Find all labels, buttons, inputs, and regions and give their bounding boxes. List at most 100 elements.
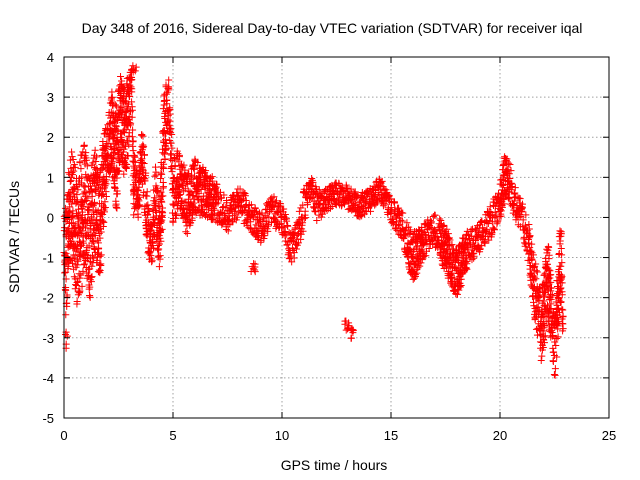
data-point bbox=[412, 244, 420, 252]
data-point bbox=[292, 245, 300, 253]
data-point bbox=[128, 98, 136, 106]
data-point bbox=[497, 207, 505, 215]
data-point bbox=[251, 266, 259, 274]
data-point bbox=[299, 201, 307, 209]
data-point bbox=[391, 199, 399, 207]
data-point bbox=[97, 260, 105, 268]
data-point bbox=[410, 274, 418, 282]
data-point bbox=[81, 224, 89, 232]
data-point bbox=[75, 270, 83, 278]
data-point bbox=[123, 160, 131, 168]
data-point bbox=[367, 202, 375, 210]
data-point bbox=[68, 148, 76, 156]
data-point bbox=[110, 153, 118, 161]
data-point bbox=[547, 295, 555, 303]
data-point bbox=[90, 211, 98, 219]
data-point bbox=[85, 285, 93, 293]
data-point bbox=[507, 167, 515, 175]
data-point bbox=[80, 182, 88, 190]
data-point bbox=[545, 280, 553, 288]
data-point bbox=[463, 265, 471, 273]
data-point bbox=[122, 142, 130, 150]
data-point bbox=[383, 197, 391, 205]
data-point bbox=[351, 188, 359, 196]
data-point bbox=[129, 147, 137, 155]
data-point bbox=[318, 210, 326, 218]
data-point bbox=[309, 178, 317, 186]
data-point bbox=[422, 252, 430, 260]
data-point bbox=[443, 225, 451, 233]
data-point bbox=[470, 252, 478, 260]
data-point bbox=[547, 278, 555, 286]
data-point bbox=[511, 184, 519, 192]
data-point bbox=[270, 202, 278, 210]
data-point bbox=[476, 245, 484, 253]
data-point bbox=[537, 356, 545, 364]
data-point bbox=[272, 199, 280, 207]
data-point bbox=[559, 306, 567, 314]
data-point bbox=[347, 185, 355, 193]
data-point bbox=[423, 239, 431, 247]
data-point bbox=[456, 283, 464, 291]
data-point bbox=[414, 264, 422, 272]
data-point bbox=[229, 218, 237, 226]
data-point bbox=[526, 244, 534, 252]
data-point bbox=[312, 208, 320, 216]
data-point bbox=[134, 187, 142, 195]
data-point bbox=[534, 304, 542, 312]
x-axis-label: GPS time / hours bbox=[281, 457, 388, 473]
data-point bbox=[144, 201, 152, 209]
data-point bbox=[545, 251, 553, 259]
data-point bbox=[548, 291, 556, 299]
data-point bbox=[348, 327, 356, 335]
data-point bbox=[261, 232, 269, 240]
data-point bbox=[497, 176, 505, 184]
data-point bbox=[420, 240, 428, 248]
data-point bbox=[167, 125, 175, 133]
data-point bbox=[455, 282, 463, 290]
data-point bbox=[251, 205, 259, 213]
data-point bbox=[140, 159, 148, 167]
data-point bbox=[190, 199, 198, 207]
data-point bbox=[558, 291, 566, 299]
data-point bbox=[532, 275, 540, 283]
data-point bbox=[123, 151, 131, 159]
data-point bbox=[88, 262, 96, 270]
data-point bbox=[128, 133, 136, 141]
data-point bbox=[345, 319, 353, 327]
data-point bbox=[178, 204, 186, 212]
data-point bbox=[399, 209, 407, 217]
data-point bbox=[62, 284, 70, 292]
data-point bbox=[457, 282, 465, 290]
data-point bbox=[88, 273, 96, 281]
data-point bbox=[281, 227, 289, 235]
data-point bbox=[137, 150, 145, 158]
data-point bbox=[151, 172, 159, 180]
data-point bbox=[102, 193, 110, 201]
y-tick-label: -3 bbox=[42, 331, 54, 346]
data-point bbox=[498, 203, 506, 211]
data-point bbox=[540, 339, 548, 347]
data-point bbox=[168, 168, 176, 176]
data-point bbox=[555, 265, 563, 273]
data-point bbox=[282, 230, 290, 238]
data-point bbox=[559, 325, 567, 333]
y-tick-label: -5 bbox=[42, 411, 54, 426]
data-point bbox=[498, 175, 506, 183]
data-point bbox=[159, 192, 167, 200]
data-point bbox=[283, 217, 291, 225]
data-point bbox=[412, 272, 420, 280]
data-point bbox=[545, 243, 553, 251]
data-point bbox=[68, 212, 76, 220]
data-point bbox=[158, 225, 166, 233]
data-point bbox=[342, 326, 350, 334]
data-point bbox=[76, 158, 84, 166]
x-tick-label: 25 bbox=[602, 428, 616, 443]
data-point bbox=[553, 335, 561, 343]
data-point bbox=[556, 285, 564, 293]
data-point bbox=[85, 292, 93, 300]
data-point bbox=[98, 164, 106, 172]
data-point bbox=[150, 220, 158, 228]
data-point bbox=[148, 258, 156, 266]
